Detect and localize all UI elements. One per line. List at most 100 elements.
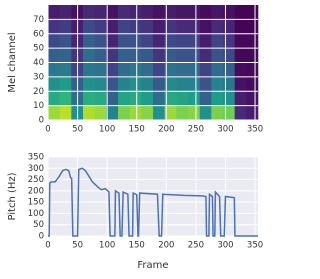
heatmap-cell [199,5,212,20]
heatmap-cell [83,33,95,49]
heatmap-cell [129,76,142,92]
heatmap-cell [106,48,119,63]
heatmap-cell [211,33,224,49]
y-tick-label: 0 [39,116,44,126]
heatmap-cell [141,5,154,20]
heatmap-cell [94,91,107,106]
heatmap-cell [246,91,259,106]
x-tick-label: 100 [99,125,115,135]
y-tick-label: 200 [28,186,44,196]
heatmap-cell [164,76,177,92]
heatmap-cell [234,91,247,106]
heatmap-cell [129,5,142,20]
x-tick-label: 300 [217,241,233,251]
x-tick-label: 0 [45,241,50,251]
y-tick-label: 50 [33,220,44,230]
heatmap-cell [118,91,130,106]
heatmap-cell [246,48,259,63]
heatmap-cell [153,105,165,121]
heatmap-cell [106,91,119,106]
heatmap-cell [129,33,142,49]
heatmap-cell [223,91,235,106]
heatmap-cell [223,19,235,35]
x-tick-label: 350 [247,125,263,135]
heatmap-cell [199,91,212,106]
heatmap-cell [59,48,72,63]
heatmap-cell [48,105,60,121]
y-axis-label: Mel channel [7,32,18,92]
heatmap-cell [246,62,259,78]
heatmap-cell [141,33,154,49]
x-tick-label: 200 [158,125,174,135]
heatmap-cell [48,91,60,106]
heatmap-cell [176,33,189,49]
heatmap-cell [106,76,119,92]
heatmap-cell [164,105,177,121]
y-tick-label: 10 [33,101,44,111]
heatmap-cell [106,62,119,78]
heatmap-cell [83,76,95,92]
heatmap-cell [83,62,95,78]
heatmap-cell [246,5,259,20]
heatmap-cell [234,48,247,63]
heatmap-cell [246,19,259,35]
heatmap-cell [176,5,189,20]
heatmap-cell [153,33,165,49]
heatmap-cell [94,5,107,20]
heatmap-cell [59,5,72,20]
heatmap-cell [48,76,60,92]
x-tick-label: 200 [158,241,174,251]
heatmap-cell [211,48,224,63]
heatmap-cell [211,76,224,92]
heatmap-cell [199,19,212,35]
heatmap-cell [188,48,200,63]
heatmap-cell [153,48,165,63]
heatmap-cell [83,48,95,63]
heatmap-cell [94,33,107,49]
y-tick-label: 40 [33,58,44,68]
heatmap-cell [83,19,95,35]
heatmap-cell [153,5,165,20]
heatmap-cell [234,33,247,49]
heatmap-cell [164,62,177,78]
heatmap-cell [59,76,72,92]
heatmap-cell [153,91,165,106]
heatmap-cell [106,33,119,49]
y-tick-label: 50 [33,44,44,54]
x-tick-label: 0 [45,125,50,135]
heatmap-cell [199,48,212,63]
heatmap-cell [48,19,60,35]
heatmap-cell [188,62,200,78]
heatmap-cell [94,62,107,78]
heatmap-cell [118,48,130,63]
heatmap-cell [153,62,165,78]
heatmap-cell [118,76,130,92]
heatmap-cell [234,5,247,20]
heatmap-cell [59,19,72,35]
heatmap-cell [48,48,60,63]
heatmap-cell [164,19,177,35]
heatmap-cell [118,105,130,121]
heatmap-cell [176,76,189,92]
heatmap-cell [106,5,119,20]
heatmap-cell [59,105,72,121]
pitch-line [48,167,258,237]
heatmap-cell [118,62,130,78]
heatmap-cell [211,5,224,20]
heatmap-cell [106,19,119,35]
heatmap-cell [176,91,189,106]
heatmap-cell [164,91,177,106]
heatmap-cell [176,62,189,78]
y-tick-label: 20 [33,87,44,97]
y-tick-label: 250 [28,175,44,185]
heatmap-cell [199,33,212,49]
heatmap-cell [176,105,189,121]
heatmap-cell [129,19,142,35]
heatmap-cell [199,62,212,78]
heatmap-cell [129,48,142,63]
y-axis-label: Pitch (Hz) [7,172,18,220]
x-tick-label: 250 [188,125,204,135]
heatmap-cell [118,5,130,20]
heatmap-cell [141,19,154,35]
heatmap-cell [164,48,177,63]
